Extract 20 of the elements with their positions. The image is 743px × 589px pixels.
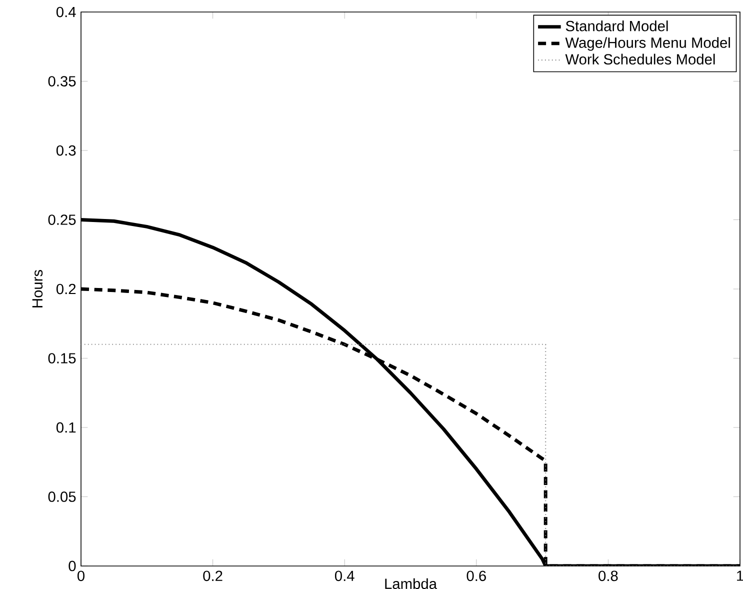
y-axis-title: Hours — [32, 270, 43, 308]
x-tick-label: 0 — [77, 570, 84, 582]
x-tick-label: 0.4 — [334, 570, 354, 582]
y-tick-label: 0.35 — [48, 76, 76, 86]
x-tick-label: 1 — [737, 570, 743, 581]
x-axis-title: Lambda — [385, 578, 437, 589]
y-tick-label: 0.1 — [56, 422, 76, 433]
legend-label: Work Schedules Model — [565, 54, 715, 65]
y-tick-label: 0 — [68, 560, 76, 572]
x-tick-label: 0.8 — [598, 570, 618, 582]
y-tick-label: 0.15 — [48, 353, 76, 364]
x-tick-label: 0.6 — [466, 570, 486, 582]
y-tick-label: 0.2 — [56, 284, 76, 294]
y-tick-label: 0.3 — [56, 145, 76, 156]
y-tick-label: 0.05 — [48, 492, 76, 502]
y-tick-label: 0.4 — [56, 6, 76, 18]
y-tick-label: 0.25 — [48, 214, 76, 225]
x-tick-label: 0.2 — [203, 570, 222, 582]
legend-label: Standard Model — [566, 20, 668, 32]
legend-label: Wage/Hours Menu Model — [565, 37, 730, 51]
